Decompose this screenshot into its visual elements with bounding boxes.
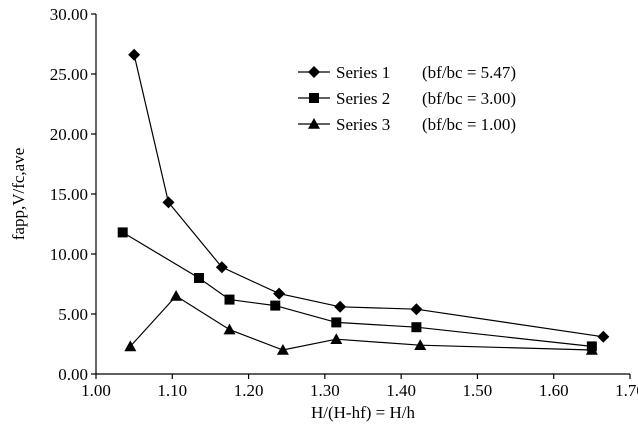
data-point [585, 344, 598, 355]
legend: Series 1 (bf/bc = 5.47) Series 2 (bf/bc = 3… [298, 63, 516, 134]
data-point [215, 261, 228, 274]
legend-series-note: (bf/bc = 1.00) [422, 115, 516, 134]
legend-entry: Series 1 (bf/bc = 5.47) [298, 63, 516, 82]
legend-marker [308, 118, 320, 129]
legend-series-name: Series 2 [336, 89, 390, 108]
x-tick-label: 1.70 [615, 381, 638, 400]
legend-series-note: (bf/bc = 3.00) [422, 89, 516, 108]
y-ticks: 0.00 5.00 10.00 15.00 20.00 25.00 30.00 [50, 5, 96, 384]
data-point [276, 344, 289, 355]
data-point [597, 330, 610, 343]
x-ticks: 1.00 1.10 1.20 1.30 1.40 1.50 1.60 1.70 [81, 374, 638, 400]
x-tick-label: 1.10 [157, 381, 187, 400]
data-point [124, 340, 137, 352]
x-tick-label: 1.50 [463, 381, 493, 400]
series-line [122, 231, 592, 347]
y-tick-label: 30.00 [50, 5, 88, 24]
x-tick-label: 1.60 [539, 381, 569, 400]
y-tick-label: 25.00 [50, 65, 88, 84]
data-point [410, 303, 423, 316]
data-point [270, 300, 281, 311]
series-line [129, 295, 592, 351]
legend-entry: Series 3 (bf/bc = 1.00) [298, 115, 516, 134]
series-layer [117, 48, 610, 355]
y-tick-label: 0.00 [58, 365, 88, 384]
series-2 [117, 227, 597, 352]
data-point [224, 294, 235, 305]
y-axis-label: fapp,V/fc,ave [9, 148, 28, 241]
data-point [193, 273, 204, 283]
data-point [128, 48, 141, 61]
y-tick-label: 20.00 [50, 125, 88, 144]
legend-series-name: Series 1 [336, 63, 390, 82]
data-point [330, 333, 343, 344]
x-tick-label: 1.00 [81, 381, 111, 400]
data-point [162, 196, 175, 209]
x-tick-label: 1.20 [234, 381, 264, 400]
series-3 [124, 290, 598, 355]
data-point [414, 339, 427, 350]
legend-series-note: (bf/bc = 5.47) [422, 63, 516, 82]
data-point [170, 290, 183, 301]
data-point [411, 322, 422, 333]
data-point [273, 287, 286, 300]
series-1 [128, 48, 610, 343]
plot-area: 1.00 1.10 1.20 1.30 1.40 1.50 1.60 1.70 0.00 5.0… [50, 5, 638, 400]
legend-series-name: Series 3 [336, 115, 390, 134]
x-tick-label: 1.40 [386, 381, 416, 400]
x-tick-label: 1.30 [310, 381, 340, 400]
data-point [117, 227, 128, 238]
x-axis-label: H/(H-hf) = H/h [311, 403, 416, 422]
data-point [223, 323, 236, 335]
legend-marker [308, 66, 320, 78]
y-tick-label: 5.00 [58, 305, 88, 324]
y-tick-label: 10.00 [50, 245, 88, 264]
data-point [331, 317, 342, 328]
legend-marker [309, 93, 319, 103]
y-tick-label: 15.00 [50, 185, 88, 204]
legend-entry: Series 2 (bf/bc = 3.00) [298, 89, 516, 108]
data-point [334, 300, 347, 313]
